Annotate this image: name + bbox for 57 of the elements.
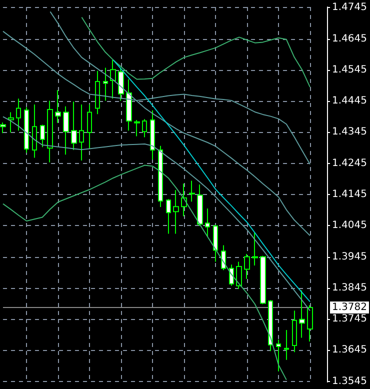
candlestick bbox=[260, 255, 266, 305]
candlestick bbox=[284, 329, 289, 360]
y-tick-label: 1.3745 bbox=[332, 314, 368, 325]
candlestick bbox=[0, 122, 6, 134]
y-tick-label: 1.3645 bbox=[332, 344, 368, 356]
candlestick bbox=[103, 67, 108, 102]
candlestick bbox=[32, 104, 37, 158]
candlestick bbox=[79, 104, 84, 162]
candlestick bbox=[95, 70, 100, 115]
candlestick bbox=[142, 118, 147, 138]
candlestick bbox=[87, 104, 92, 150]
candlestick bbox=[181, 183, 187, 217]
candlestick bbox=[110, 59, 116, 100]
candlestick bbox=[126, 78, 132, 132]
candlestick bbox=[134, 120, 140, 137]
y-tick-label: 1.4445 bbox=[332, 96, 368, 107]
candlestick bbox=[8, 112, 14, 134]
candlestick bbox=[158, 145, 163, 208]
candlestick bbox=[221, 244, 226, 271]
candlestick bbox=[205, 208, 210, 238]
candlestick bbox=[244, 253, 250, 280]
candlestick bbox=[252, 232, 258, 266]
candlestick bbox=[40, 124, 45, 148]
y-tick-label: 1.4745 bbox=[332, 2, 368, 14]
line-series bbox=[2, 164, 287, 380]
candlestick bbox=[47, 100, 53, 163]
candlestick bbox=[268, 300, 273, 352]
candlestick bbox=[16, 98, 21, 132]
y-tick-label: 1.4145 bbox=[332, 189, 368, 200]
line-series bbox=[81, 16, 311, 88]
candlestick bbox=[292, 310, 297, 353]
candlestick bbox=[24, 106, 29, 154]
y-tick-label: 1.4345 bbox=[332, 126, 368, 138]
y-tick-label: 1.4645 bbox=[332, 33, 368, 44]
candlestick bbox=[118, 67, 124, 102]
candlestick bbox=[63, 106, 69, 156]
candlestick bbox=[213, 224, 218, 262]
candlestick bbox=[55, 90, 61, 124]
y-tick-label: 1.3945 bbox=[332, 251, 368, 262]
y-tick-label: 1.4045 bbox=[332, 220, 368, 232]
candlestick bbox=[307, 304, 313, 342]
candlestick bbox=[150, 110, 155, 160]
y-tick-label: 1.4245 bbox=[332, 158, 368, 169]
candlestick bbox=[189, 180, 195, 202]
candlestick bbox=[71, 101, 77, 150]
line-series bbox=[112, 59, 311, 302]
candlestick bbox=[299, 290, 305, 338]
candlestick bbox=[276, 339, 281, 372]
y-tick-label: 1.4545 bbox=[332, 64, 368, 76]
candlestick bbox=[173, 190, 179, 234]
y-tick-label: 1.3845 bbox=[332, 282, 368, 294]
ref-line-label: 1.3782 bbox=[332, 302, 368, 314]
y-tick-label: 1.3545 bbox=[332, 376, 368, 387]
candlestick bbox=[166, 198, 171, 234]
candlestick bbox=[197, 184, 203, 226]
candlestick bbox=[236, 261, 242, 290]
line-series bbox=[2, 116, 311, 312]
